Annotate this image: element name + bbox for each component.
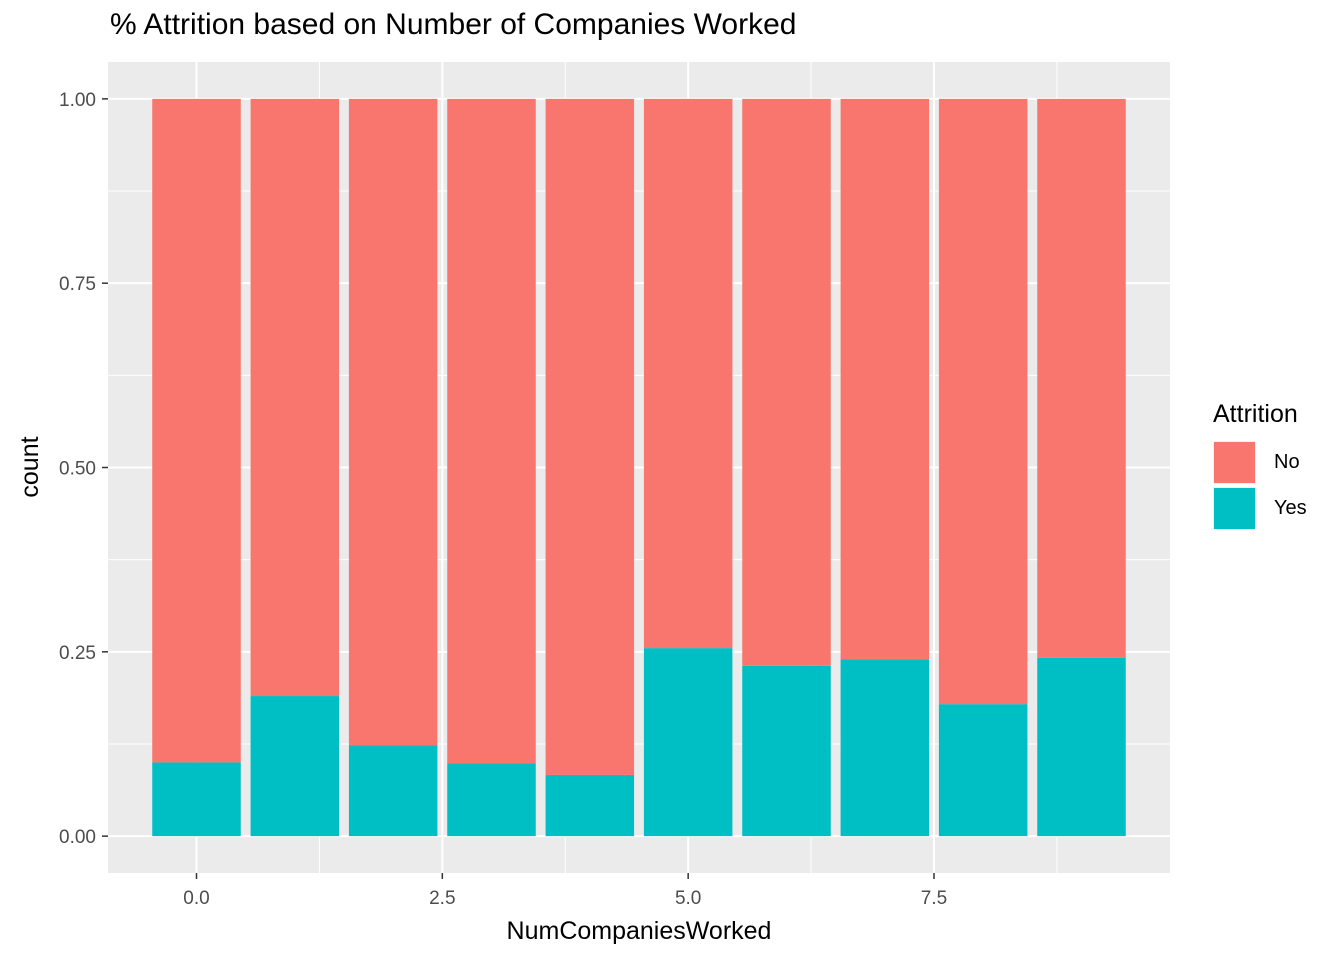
x-tick-label: 7.5: [921, 888, 947, 909]
bar-no-8: [938, 98, 1028, 705]
legend-item-yes: Yes: [1213, 485, 1307, 531]
legend-items: No Yes: [1213, 439, 1307, 531]
x-axis-title: NumCompaniesWorked: [507, 917, 772, 945]
chart-title: % Attrition based on Number of Companies…: [110, 8, 797, 41]
legend-label-yes: Yes: [1274, 496, 1307, 519]
legend-label-no: No: [1274, 450, 1300, 473]
bar-yes-6: [742, 665, 831, 837]
y-tick-label: 0.25: [59, 643, 96, 664]
y-tick-label: 0.00: [59, 827, 96, 848]
legend-key-yes: [1213, 486, 1256, 530]
legend-key-no: [1213, 440, 1256, 484]
legend-item-no: No: [1213, 439, 1307, 485]
y-tick-label: 0.75: [59, 274, 96, 295]
x-tick-label: 5.0: [675, 888, 701, 909]
bar-no-3: [447, 98, 536, 764]
bar-no-1: [250, 98, 340, 697]
bar-no-9: [1037, 98, 1126, 658]
y-axis-title: count: [16, 436, 44, 497]
x-tick-label: 2.5: [429, 888, 455, 909]
bar-yes-3: [447, 763, 536, 837]
bar-yes-0: [152, 762, 241, 837]
bar-no-7: [840, 98, 930, 660]
bar-no-2: [348, 98, 438, 746]
bar-no-4: [545, 98, 635, 775]
x-tick-label: 0.0: [183, 888, 209, 909]
legend-title: Attrition: [1213, 400, 1298, 428]
bar-yes-4: [545, 774, 635, 837]
bar-yes-5: [643, 648, 733, 837]
legend: Attrition No Yes: [1213, 400, 1307, 531]
y-tick-label: 0.50: [59, 459, 96, 480]
bar-no-0: [152, 98, 241, 763]
x-axis: 0.0 2.5 5.0 7.5: [183, 873, 947, 909]
bar-yes-8: [938, 704, 1028, 837]
bars: [152, 98, 1126, 837]
y-axis: 0.00 0.25 0.50 0.75 1.00: [59, 90, 108, 848]
bar-yes-7: [840, 659, 930, 837]
bar-yes-1: [250, 696, 340, 837]
bar-no-6: [742, 98, 831, 666]
bar-no-5: [643, 98, 733, 649]
bar-yes-2: [348, 745, 438, 837]
y-tick-label: 1.00: [59, 90, 96, 111]
bar-yes-9: [1037, 657, 1126, 837]
